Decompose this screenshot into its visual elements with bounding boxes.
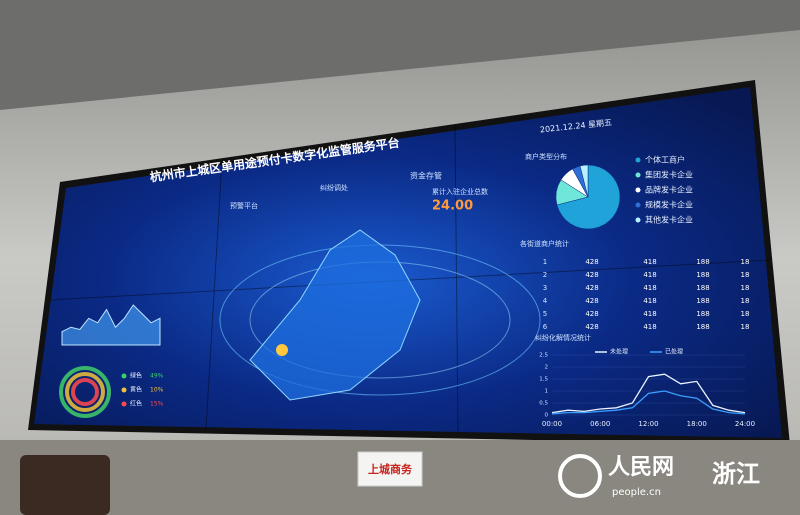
bezel [49,259,771,301]
table-cell: 3 [543,284,547,292]
table-cell: 2 [543,271,547,279]
chair [20,455,110,515]
risk-label: 红色 [130,400,142,408]
risk-value: 10% [150,387,164,394]
table-cell: 418 [643,297,656,305]
legend-dot [635,172,641,178]
legend-label: 其他发卡企业 [645,215,693,225]
table-cell: 428 [585,310,598,318]
panel-title: 纠纷化解情况统计 [535,333,591,342]
x-tick-label: 24:00 [735,420,755,428]
panel-title: 各街道商户统计 [520,239,569,248]
x-tick-label: 06:00 [590,420,610,428]
district-shape [249,229,421,401]
map [219,229,541,401]
desk-sign-text: 上城商务 [368,462,413,476]
table-cell: 188 [696,297,709,305]
header-item: 纠纷调处 [320,183,348,192]
table-cell: 4 [543,297,548,305]
risk-value: 49% [150,373,164,380]
desk-sign [357,451,423,487]
risk-dot [121,401,127,407]
pin [276,344,288,356]
legend-label: 规模发卡企业 [645,200,693,210]
logo [558,454,602,498]
legend-label: 品牌发卡企业 [645,185,693,195]
table-cell: 5 [543,310,547,318]
risk-ring [65,372,105,412]
kpi-value: 24.00 [432,199,473,214]
table-cell: 18 [741,323,750,331]
series-line [551,390,746,415]
legend-dot [635,217,641,223]
table-cell: 428 [585,297,598,305]
y-tick-label: 1 [545,389,549,395]
y-tick-label: 2 [545,365,549,371]
trend-area [61,304,161,346]
table-cell: 18 [741,271,750,279]
table-cell: 18 [741,284,750,292]
y-tick-label: 2.5 [539,353,548,359]
x-tick-label: 00:00 [542,420,562,428]
panel-title: 商户类型分布 [525,152,567,161]
y-tick-label: 1.5 [539,377,548,383]
legend-dot [635,157,641,163]
watermark-region: 浙江 [712,460,760,488]
table-cell: 188 [696,310,709,318]
x-tick-label: 18:00 [687,420,707,428]
pie-slice [579,164,589,198]
table-cell: 418 [643,310,656,318]
risk-value: 15% [150,401,164,408]
table-cell: 188 [696,271,709,279]
table-cell: 188 [696,323,709,331]
risk-ring [59,366,111,418]
legend-label: 已处理 [665,348,683,356]
table-cell: 6 [543,323,548,331]
legend-label: 个体工商户 [645,155,685,165]
table-cell: 188 [696,284,709,292]
bezel [205,159,223,429]
watermark-site: people.cn [612,487,661,498]
bezel [454,124,459,433]
table-cell: 418 [643,271,656,279]
legend-dot [635,187,641,193]
risk-label: 绿色 [130,372,142,380]
header-item: 预警平台 [230,201,258,210]
table-cell: 1 [543,258,547,266]
table-cell: 428 [585,284,598,292]
y-tick-label: 0 [545,413,549,419]
pie-slice [556,164,621,230]
table-cell: 428 [585,258,598,266]
ceiling [0,0,800,110]
risk-dot [121,387,127,393]
kpi-label: 累计入驻企业总数 [432,187,488,196]
table-cell: 188 [696,258,709,266]
watermark-brand: 人民网 [608,455,674,480]
series-line [551,373,746,414]
table-cell: 418 [643,284,656,292]
table-cell: 18 [741,310,750,318]
table-cell: 428 [585,271,598,279]
risk-dot [121,373,127,379]
table-cell: 18 [741,297,750,305]
legend-label: 未处理 [610,348,628,356]
legend-dot [635,202,641,208]
header-item: 资金存管 [410,171,442,181]
x-tick-label: 12:00 [638,420,658,428]
y-tick-label: 0.5 [539,401,548,407]
risk-ring [71,378,99,406]
table-cell: 418 [643,258,656,266]
table-cell: 428 [585,323,598,331]
table-cell: 418 [643,323,656,331]
legend-label: 集团发卡企业 [645,170,693,180]
table-cell: 18 [741,258,750,266]
risk-label: 黄色 [130,386,142,394]
